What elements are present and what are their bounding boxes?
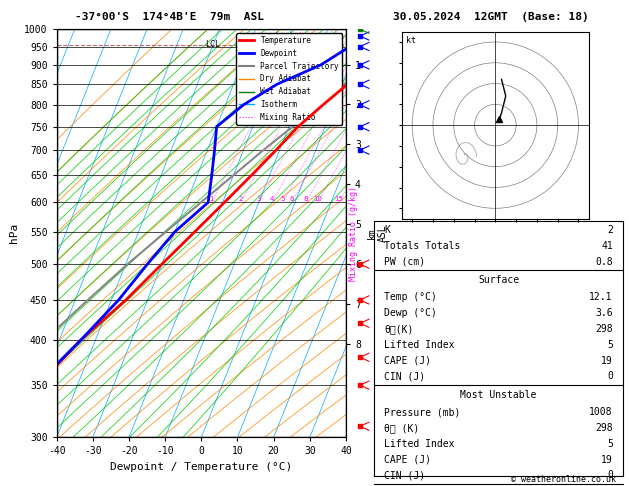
Text: © weatheronline.co.uk: © weatheronline.co.uk (511, 474, 616, 484)
Text: CAPE (J): CAPE (J) (384, 454, 431, 465)
Text: K: K (384, 225, 390, 235)
Text: 5: 5 (607, 340, 613, 350)
Text: 19: 19 (601, 454, 613, 465)
Text: 3: 3 (257, 196, 261, 202)
Text: 1: 1 (209, 196, 214, 202)
Text: CAPE (J): CAPE (J) (384, 356, 431, 365)
Text: 0: 0 (607, 371, 613, 382)
Text: 5: 5 (607, 439, 613, 449)
Text: CIN (J): CIN (J) (384, 371, 425, 382)
Text: 2: 2 (238, 196, 243, 202)
Text: -37°00'S  174°4B'E  79m  ASL: -37°00'S 174°4B'E 79m ASL (75, 12, 264, 22)
Text: 4: 4 (270, 196, 274, 202)
Text: Most Unstable: Most Unstable (460, 390, 537, 400)
Text: 8: 8 (304, 196, 308, 202)
Text: 0: 0 (607, 470, 613, 481)
Text: Dewp (°C): Dewp (°C) (384, 308, 437, 318)
Text: Lifted Index: Lifted Index (384, 439, 455, 449)
Text: kt: kt (406, 36, 416, 45)
Text: Totals Totals: Totals Totals (384, 241, 460, 251)
Text: Pressure (mb): Pressure (mb) (384, 407, 460, 417)
Text: 6: 6 (289, 196, 294, 202)
Legend: Temperature, Dewpoint, Parcel Trajectory, Dry Adiabat, Wet Adiabat, Isotherm, Mi: Temperature, Dewpoint, Parcel Trajectory… (236, 33, 342, 125)
Text: 298: 298 (595, 324, 613, 334)
Text: Temp (°C): Temp (°C) (384, 292, 437, 302)
Text: Mixing Ratio (g/kg): Mixing Ratio (g/kg) (349, 186, 358, 281)
Text: LCL: LCL (205, 40, 220, 49)
Text: 5: 5 (281, 196, 285, 202)
Text: 30.05.2024  12GMT  (Base: 18): 30.05.2024 12GMT (Base: 18) (392, 12, 589, 22)
Y-axis label: km
ASL: km ASL (367, 225, 388, 242)
Text: 1008: 1008 (589, 407, 613, 417)
Text: θᴄ(K): θᴄ(K) (384, 324, 414, 334)
X-axis label: Dewpoint / Temperature (°C): Dewpoint / Temperature (°C) (110, 462, 292, 472)
Text: 10: 10 (313, 196, 322, 202)
Text: 12.1: 12.1 (589, 292, 613, 302)
Text: 0.8: 0.8 (595, 257, 613, 267)
Text: CIN (J): CIN (J) (384, 470, 425, 481)
Text: 15: 15 (335, 196, 343, 202)
Text: Surface: Surface (478, 275, 519, 285)
Text: 298: 298 (595, 423, 613, 433)
Text: 19: 19 (601, 356, 613, 365)
Y-axis label: hPa: hPa (9, 223, 18, 243)
Text: Lifted Index: Lifted Index (384, 340, 455, 350)
Text: 3.6: 3.6 (595, 308, 613, 318)
Text: θᴄ (K): θᴄ (K) (384, 423, 420, 433)
Text: PW (cm): PW (cm) (384, 257, 425, 267)
Text: 2: 2 (607, 225, 613, 235)
Text: 41: 41 (601, 241, 613, 251)
